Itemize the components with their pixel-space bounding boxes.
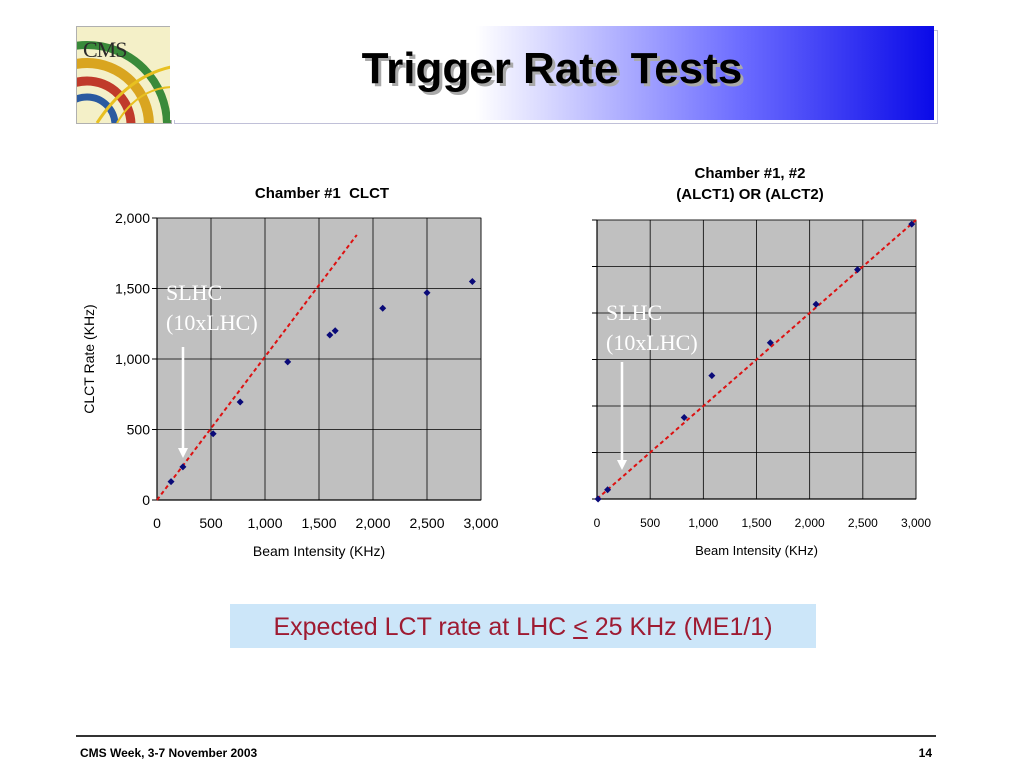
chart-alct: 0 500 1,000 1,500 2,000 2,500 3,000 Chamber #1,…: [592, 165, 931, 558]
x-tick-label: 3,000: [901, 516, 931, 530]
title-banner: [170, 26, 934, 120]
x-tick-label: 1,500: [301, 515, 336, 531]
data-point: [908, 220, 916, 228]
x-tick-label: 2,500: [848, 516, 878, 530]
x-axis-label: Beam Intensity (KHz): [695, 543, 818, 558]
y-tick-label: 2,000: [115, 210, 150, 226]
data-point: [179, 463, 187, 471]
y-tick-label: 0: [142, 492, 150, 508]
data-point: [708, 372, 716, 380]
page-number: 14: [918, 746, 932, 760]
x-axis-label: Beam Intensity (KHz): [253, 543, 385, 559]
data-point: [326, 331, 334, 339]
footer-divider: [76, 735, 936, 737]
data-point: [468, 277, 476, 285]
charts-layer: 0 500 1,000 1,500 2,000 2,500 3,000 0 500 1,000 1,…: [81, 165, 931, 559]
x-tick-label: 1,000: [247, 515, 282, 531]
data-point: [331, 327, 339, 335]
data-point: [680, 414, 688, 422]
x-tick-label: 500: [199, 515, 223, 531]
data-point: [766, 339, 774, 347]
x-tick-label: 1,500: [741, 516, 771, 530]
cms-logo: CMS: [76, 26, 172, 124]
x-tick-label: 0: [594, 516, 601, 530]
data-point: [604, 486, 612, 494]
chart-clct: 0 500 1,000 1,500 2,000 2,500 3,000 0 500 1,000 1,…: [81, 185, 499, 559]
less-equal-symbol: <: [573, 613, 588, 641]
callout-text-before: Expected LCT rate at LHC: [273, 613, 574, 641]
y-tick-label: 1,500: [115, 281, 150, 297]
chart1-arrow-head: [178, 448, 188, 458]
chart1-annotation-line1: SLHC: [166, 280, 223, 305]
expected-rate-callout: Expected LCT rate at LHC < 25 KHz (ME1/1…: [230, 604, 816, 648]
chart-subtitle: (ALCT1) OR (ALCT2): [676, 186, 823, 203]
x-tick-label: 0: [153, 515, 161, 531]
chart-title: Chamber #1, #2: [695, 165, 806, 182]
data-point: [236, 398, 244, 406]
cms-logo-graphic: [77, 27, 171, 123]
x-tick-label: 3,000: [463, 515, 498, 531]
logo-text: CMS: [83, 37, 127, 62]
data-point: [379, 304, 387, 312]
data-point: [167, 478, 175, 486]
footer-event: CMS Week, 3-7 November 2003: [80, 746, 258, 760]
x-tick-label: 2,500: [409, 515, 444, 531]
callout-text-after: 25 KHz (ME1/1): [587, 613, 773, 641]
chart2-annotation: SLHC (10xLHC): [606, 298, 698, 358]
data-point: [423, 289, 431, 297]
data-point: [594, 495, 602, 503]
x-tick-label: 2,000: [355, 515, 390, 531]
chart-title: Chamber #1 CLCT: [255, 185, 389, 202]
chart1-annotation-line2: (10xLHC): [166, 310, 258, 335]
data-point: [209, 430, 217, 438]
data-point: [812, 300, 820, 308]
x-tick-label: 2,000: [795, 516, 825, 530]
y-tick-label: 500: [127, 422, 151, 438]
chart2-annotation-line2: (10xLHC): [606, 330, 698, 355]
page-title: Trigger Rate Tests: [361, 44, 743, 93]
x-tick-label: 1,000: [688, 516, 718, 530]
chart1-annotation: SLHC (10xLHC): [166, 278, 258, 338]
data-point: [854, 266, 862, 274]
chart2-arrow-head: [617, 460, 627, 470]
y-tick-label: 1,000: [115, 351, 150, 367]
x-tick-label: 500: [640, 516, 660, 530]
data-point: [284, 358, 292, 366]
reference-line: [596, 219, 917, 500]
y-axis-label: CLCT Rate (KHz): [81, 304, 97, 413]
chart2-annotation-line1: SLHC: [606, 300, 663, 325]
reference-line: [156, 234, 358, 501]
